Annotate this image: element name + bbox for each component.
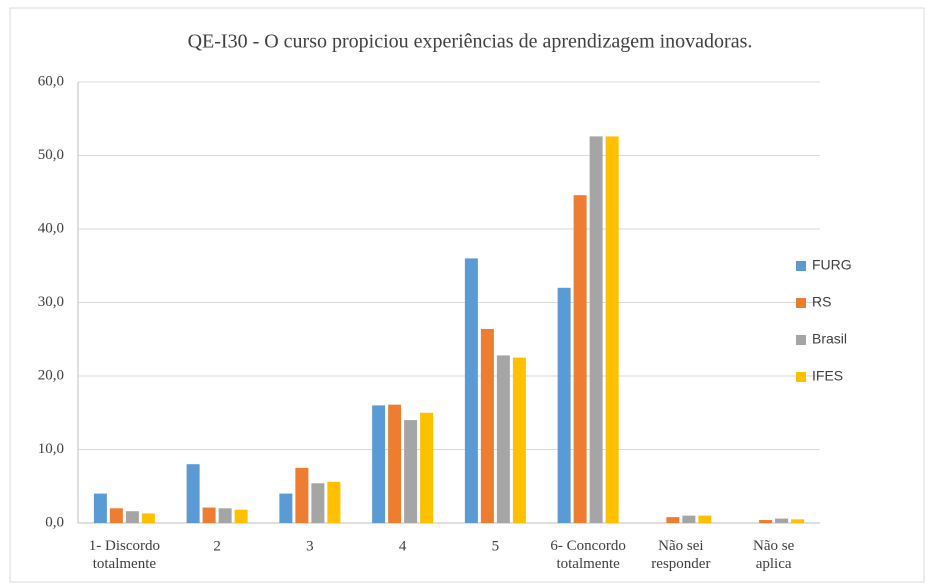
bar [480, 328, 494, 523]
legend-swatch [796, 298, 806, 308]
bar [420, 412, 434, 523]
bar [791, 519, 805, 523]
bar [186, 464, 200, 523]
legend-swatch [796, 335, 806, 345]
x-tick-label: 5 [492, 538, 500, 554]
x-tick-label: Não sei responder [651, 538, 710, 572]
x-tick-label: 3 [306, 538, 314, 554]
bar [775, 518, 789, 523]
bar [234, 509, 248, 523]
bar [218, 508, 232, 523]
bar [573, 195, 587, 523]
bar [372, 405, 386, 523]
bar [682, 515, 696, 523]
bar [279, 493, 293, 523]
bar [698, 515, 712, 523]
y-tick-label: 20,0 [38, 367, 64, 383]
y-tick-label: 0,0 [45, 514, 64, 530]
bar [605, 136, 619, 523]
bar [464, 258, 478, 523]
legend-label: FURG [812, 257, 852, 273]
legend-swatch [796, 372, 806, 382]
bar [295, 467, 309, 523]
bar [93, 493, 107, 523]
legend-label: Brasil [812, 331, 847, 347]
legend-swatch [796, 261, 806, 271]
legend-label: RS [812, 294, 831, 310]
bar [666, 517, 680, 523]
x-tick-label: 1- Discordo totalmente [89, 538, 160, 572]
legend-label: IFES [812, 368, 843, 384]
x-tick-label: 6- Concordo totalmente [550, 538, 625, 572]
bar [109, 508, 123, 523]
bar [327, 481, 341, 523]
bar [311, 483, 325, 523]
x-tick-label: Não se aplica [753, 538, 795, 572]
bar [125, 511, 139, 523]
bar [759, 520, 773, 523]
x-tick-label: 4 [399, 538, 407, 554]
bar [388, 404, 402, 523]
y-tick-label: 30,0 [38, 294, 64, 310]
y-tick-label: 10,0 [38, 441, 64, 457]
bar [141, 513, 155, 523]
bar [404, 420, 418, 523]
y-tick-label: 50,0 [38, 147, 64, 163]
y-tick-label: 40,0 [38, 220, 64, 236]
bar [512, 357, 526, 523]
bar [202, 507, 216, 523]
bar [557, 287, 571, 523]
bar [589, 136, 603, 523]
chart-title: QE-I30 - O curso propiciou experiências … [188, 31, 753, 53]
bar [496, 355, 510, 523]
y-tick-label: 60,0 [38, 73, 64, 89]
x-tick-label: 2 [213, 538, 221, 554]
